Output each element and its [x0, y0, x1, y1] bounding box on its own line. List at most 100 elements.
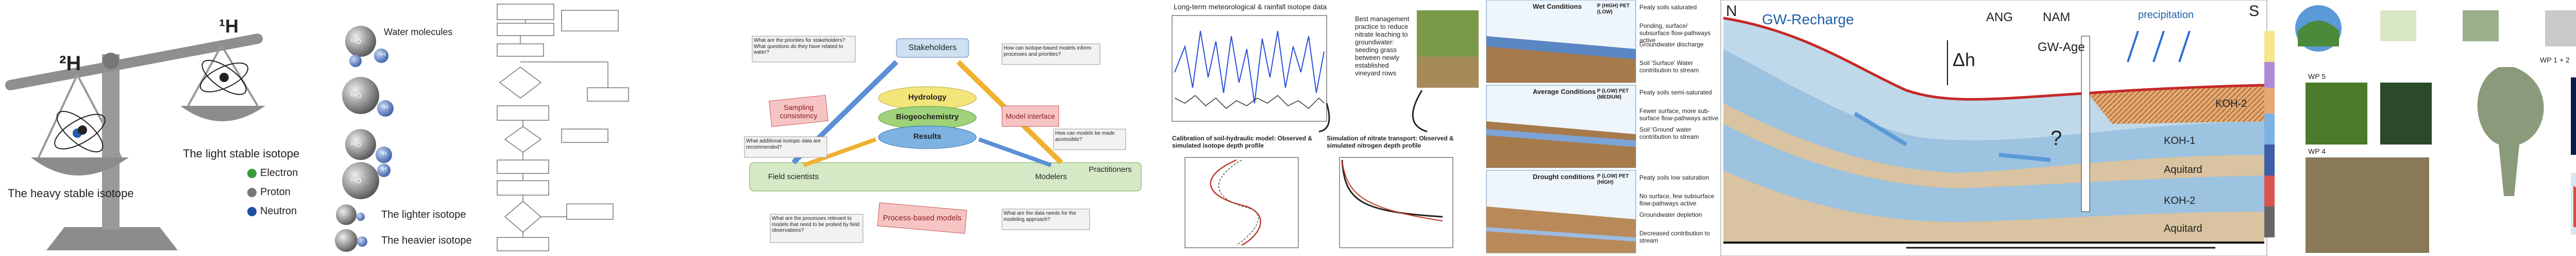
- cross-section-rect: [2264, 88, 2275, 114]
- cross-section-rect: [2264, 206, 2275, 237]
- balance-scale-line: [5, 34, 263, 90]
- work-packages-rect: [2463, 10, 2499, 41]
- isotope-label: The heavy stable isotope: [8, 187, 134, 200]
- balance-scale-ellipse: [56, 110, 104, 153]
- isotope-symbol: ²H: [59, 52, 81, 75]
- nitrate-study-path: [1342, 161, 1443, 221]
- box-label: Sampling consistency: [779, 103, 818, 120]
- cross-section-path: [2087, 85, 2264, 124]
- unknown-label: ?: [2050, 127, 2062, 150]
- balance-scale-circle: [247, 188, 257, 197]
- box-label: Process-based models: [883, 214, 962, 222]
- flowchart-rect: [497, 105, 549, 121]
- flowchart-rect: [497, 180, 549, 196]
- water-molecules-circle: [342, 77, 379, 114]
- cross-section-rect: [2264, 114, 2275, 145]
- legend-entry: The heavier isotope: [381, 235, 472, 246]
- work-packages-path: [2477, 67, 2544, 196]
- work-packages-rect: [2306, 83, 2367, 145]
- framework-diagram-line: [803, 137, 877, 167]
- framework-diagram-rect: [769, 94, 828, 127]
- cross-section: [1720, 0, 2275, 256]
- flowchart-rect: [497, 159, 549, 174]
- condition-bullet: Soil 'Surface' Water contribution to str…: [1639, 59, 1699, 74]
- condition-weather: P (HIGH) PET (LOW): [1597, 3, 1630, 15]
- question: How can isotope-based models inform proc…: [1004, 45, 1092, 57]
- center-label: Hydrology: [908, 93, 947, 102]
- well-label: NAM: [2043, 10, 2071, 24]
- balance-scale-ellipse: [199, 62, 249, 92]
- precip-label: precipitation: [2138, 9, 2194, 21]
- nitrate-study-path: [1341, 159, 1443, 218]
- water-molecules-circle: [345, 129, 376, 160]
- recharge-label: GW-Recharge: [1762, 11, 1854, 27]
- work-packages-rect: [2380, 83, 2432, 145]
- framework-diagram-rect: [1002, 43, 1100, 65]
- water-molecules-circle: [357, 213, 365, 221]
- balance-scale-circle: [219, 73, 229, 82]
- soil-conditions-path: [1486, 36, 1636, 59]
- balance-scale-circle: [247, 169, 257, 178]
- cross-section-line: [2178, 30, 2191, 62]
- layer-label: KOH-2: [2164, 195, 2196, 206]
- water-molecules-circle: [349, 55, 362, 67]
- age-label: GW-Age: [2038, 40, 2085, 54]
- chart-caption: Simulation of nitrate transport: Observe…: [1327, 135, 1454, 149]
- flowchart-rect: [587, 87, 629, 102]
- nitrate-study: [1172, 10, 1479, 248]
- balance-scale-path: [180, 106, 265, 121]
- hydrogen-label: ²H: [382, 104, 388, 110]
- cross-section-rect: [2264, 62, 2275, 88]
- cross-section-path: [1723, 170, 2264, 243]
- framework-diagram-rect: [1002, 209, 1090, 230]
- nitrate-study-rect: [1339, 157, 1453, 248]
- work-packages-path: [2573, 186, 2576, 227]
- legend-entry: Neutron: [260, 205, 297, 217]
- box-label: Stakeholders: [908, 43, 957, 52]
- flowchart-rect: [566, 203, 614, 220]
- cross-section-rect: [2264, 31, 2275, 62]
- balance-scale-polygon: [46, 227, 178, 250]
- balance-scale-line: [187, 45, 223, 106]
- framework-diagram-rect: [749, 162, 1142, 191]
- condition-bullet: Peaty soils low saturation: [1639, 174, 1709, 181]
- question: How can models be made accessible?: [1055, 131, 1115, 142]
- cross-section-line: [2153, 30, 2165, 62]
- water-molecules-circle: [377, 164, 391, 177]
- cross-section-rect: [2081, 36, 2090, 212]
- condition-title: Drought conditions: [1533, 173, 1595, 181]
- soil-conditions: [1486, 0, 1636, 253]
- oxygen-label: ¹⁶O: [350, 37, 362, 45]
- water-molecules-circle: [336, 204, 357, 225]
- balance-scale-path: [31, 157, 129, 175]
- isotope-label: The light stable isotope: [183, 147, 300, 160]
- water-molecules-circle: [377, 100, 394, 117]
- condition-bullet: Peaty soils saturated: [1639, 4, 1697, 11]
- balance-scale-circle: [103, 53, 119, 69]
- nitrate-study-path: [1218, 159, 1259, 246]
- actor-label: Field scientists: [768, 172, 819, 181]
- actor-label: Practitioners: [1089, 165, 1132, 174]
- legend-entry: Proton: [260, 186, 291, 198]
- flowchart-rect: [497, 4, 554, 20]
- oxygen-label: ¹⁸O: [350, 177, 362, 185]
- condition-bullet: Ponding, surface/ subsurface flow-pathwa…: [1639, 22, 1711, 44]
- nitrate-study-rect: [1184, 157, 1299, 248]
- wp-label: WP 1 + 2: [2540, 56, 2570, 64]
- balance-scale-rect: [102, 54, 120, 230]
- water-molecules-circle: [342, 162, 379, 199]
- panel-title: Water molecules: [384, 27, 453, 37]
- flowchart-polygon: [499, 67, 542, 99]
- framework-diagram-rect: [896, 38, 969, 58]
- balance-scale-line: [221, 44, 259, 107]
- flowchart-polygon: [504, 126, 542, 153]
- condition-weather: P (LOW) PET (MEDIUM): [1597, 88, 1629, 100]
- wp-label: WP 5: [2308, 72, 2326, 81]
- framework-diagram-rect: [1002, 105, 1059, 127]
- work-packages-rect: [2571, 77, 2576, 155]
- framework-diagram: [744, 36, 1142, 243]
- work-packages: [2295, 5, 2576, 253]
- cross-section-line: [1853, 111, 1908, 147]
- cross-section-line: [1998, 153, 2051, 162]
